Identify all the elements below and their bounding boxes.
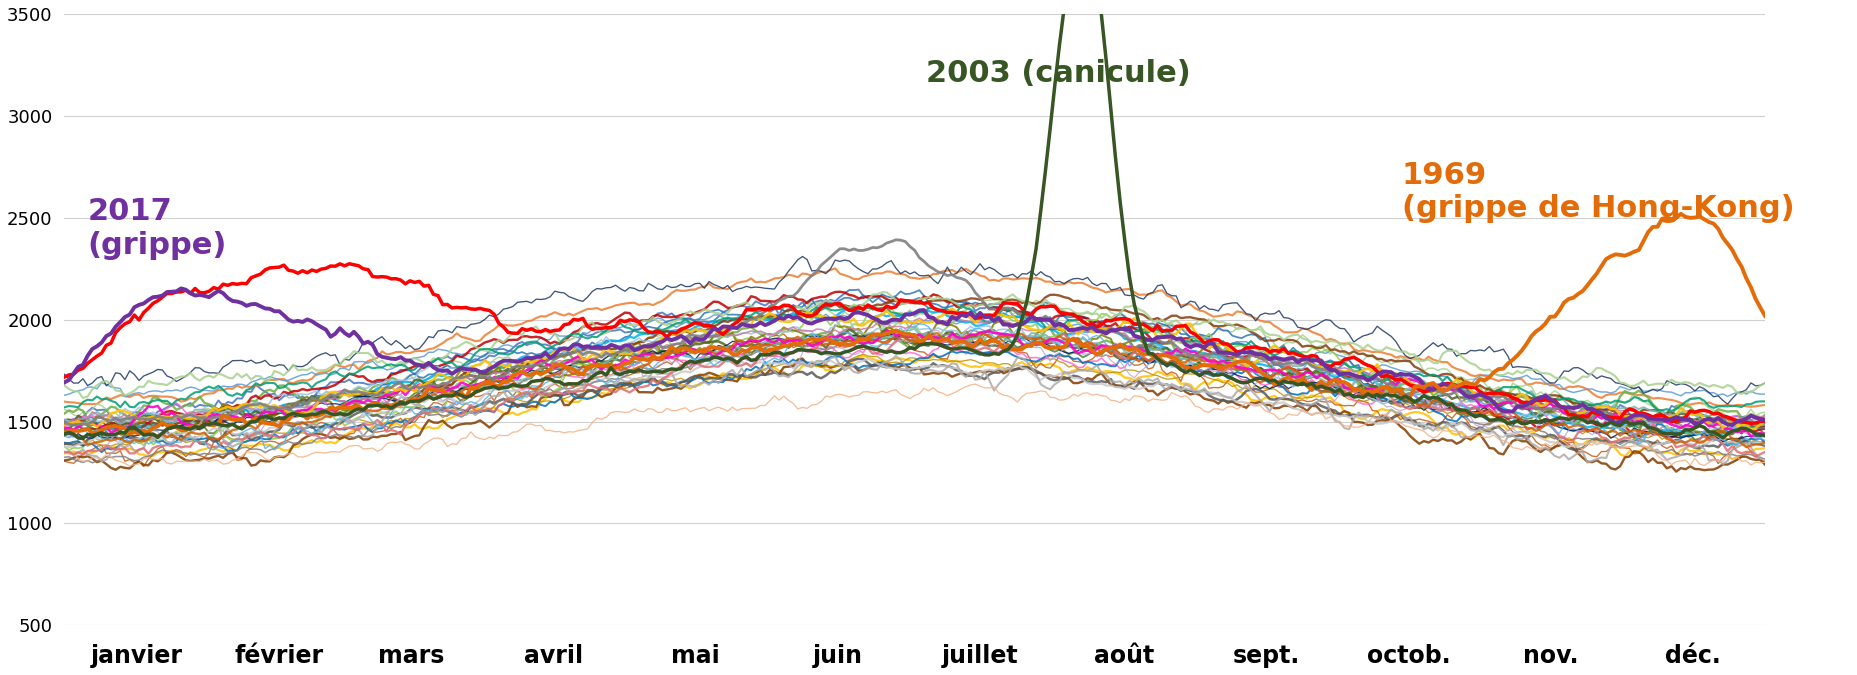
Text: 2003 (canicule): 2003 (canicule) bbox=[927, 59, 1190, 88]
Text: 1969
(grippe de Hong-Kong): 1969 (grippe de Hong-Kong) bbox=[1402, 161, 1794, 223]
Text: 2017
(grippe): 2017 (grippe) bbox=[87, 197, 227, 260]
